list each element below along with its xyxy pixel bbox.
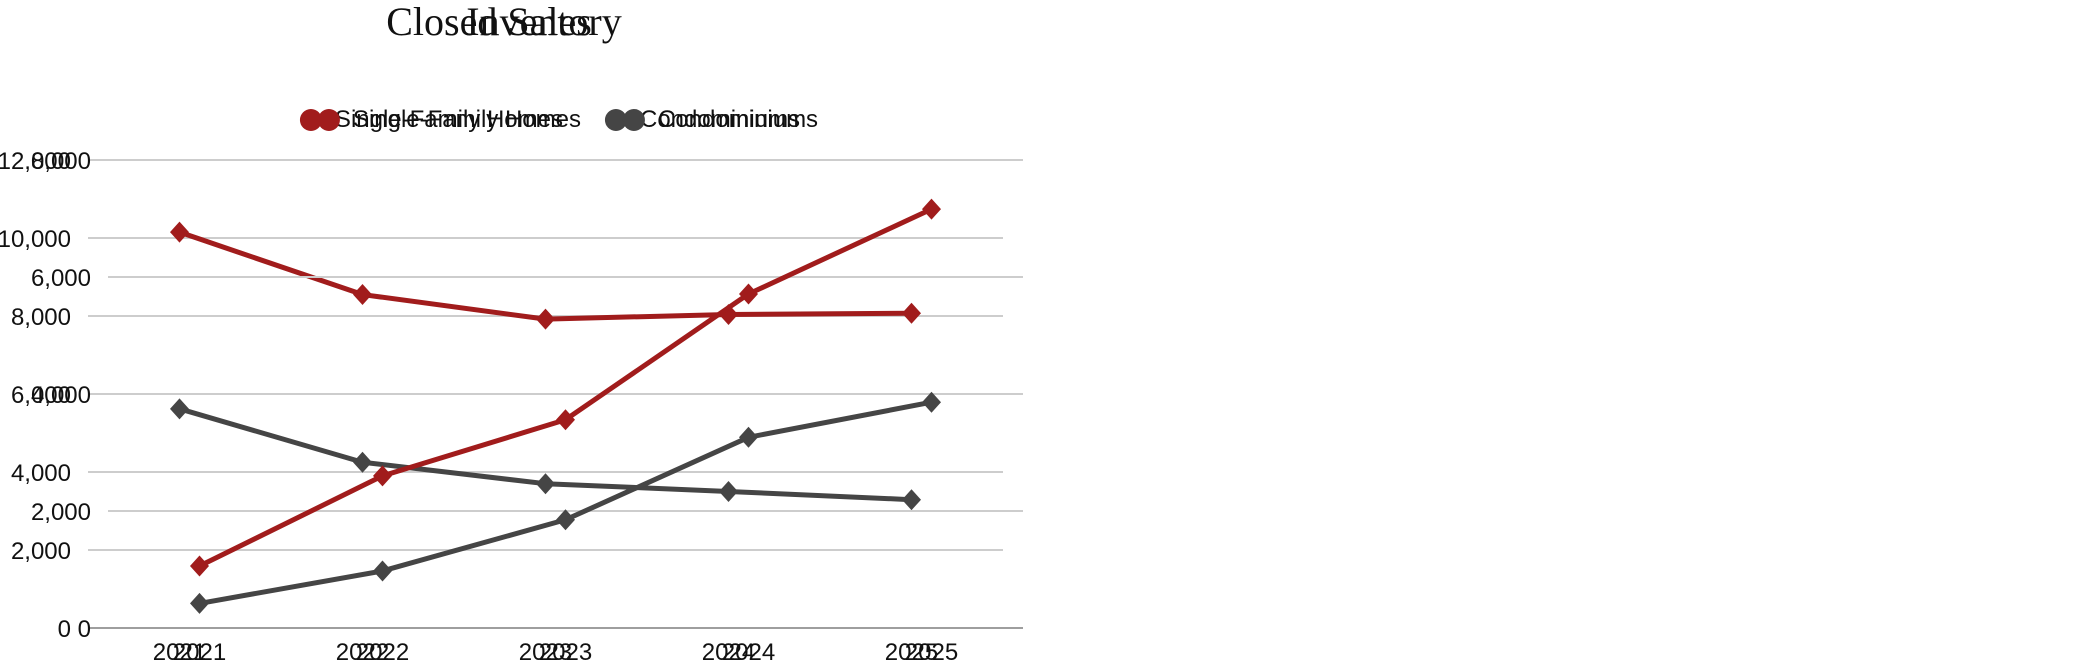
data-point-diamond-icon xyxy=(902,489,921,511)
legend-circle-icon xyxy=(622,109,645,131)
y-tick-label: 8,000 xyxy=(11,304,71,331)
data-point-diamond-icon xyxy=(922,391,941,413)
data-point-diamond-icon xyxy=(556,509,575,531)
series-line-condominiums xyxy=(197,399,934,606)
data-point-diamond-icon xyxy=(353,451,372,473)
data-point-diamond-icon xyxy=(170,221,189,243)
y-tick-label: 4,000 xyxy=(11,460,71,487)
data-point-diamond-icon xyxy=(373,560,392,582)
y-tick-label: 0 xyxy=(78,616,91,643)
data-point-diamond-icon xyxy=(902,302,921,324)
y-tick-label: 2,000 xyxy=(11,538,71,565)
legend-circle-icon xyxy=(317,109,340,131)
legend-label: Condominiums xyxy=(639,106,801,133)
legend-item-condominiums: Condominiums xyxy=(622,106,819,134)
x-tick-label: 2024 xyxy=(702,639,755,664)
y-tick-label: 10,000 xyxy=(0,226,71,253)
x-tick-label: 2025 xyxy=(885,639,938,664)
x-tick-label: 2023 xyxy=(519,639,572,664)
x-tick-label: 2021 xyxy=(173,639,226,664)
x-tick-label: 2022 xyxy=(336,639,389,664)
x-tick-label: 2025 xyxy=(905,639,958,664)
x-tick-label: 2021 xyxy=(153,639,206,664)
y-tick-label: 4,000 xyxy=(31,382,91,409)
data-point-diamond-icon xyxy=(739,283,758,305)
legend-label: Single-Family Homes xyxy=(334,106,563,133)
data-point-diamond-icon xyxy=(922,198,941,220)
legend-circle-icon xyxy=(604,109,627,131)
data-point-diamond-icon xyxy=(373,465,392,487)
data-point-diamond-icon xyxy=(190,592,209,614)
chart-legend: Single-Family Homes Condominiums xyxy=(299,106,801,134)
legend-label: Single-Family Homes xyxy=(352,106,581,133)
y-tick-label: 6,000 xyxy=(11,382,71,409)
x-tick-label: 2023 xyxy=(539,639,592,664)
legend-item-single-family-homes: Single-Family Homes xyxy=(317,106,581,134)
x-tick-label: 2024 xyxy=(722,639,775,664)
data-point-diamond-icon xyxy=(556,409,575,431)
data-point-diamond-icon xyxy=(353,284,372,306)
data-point-diamond-icon xyxy=(190,555,209,577)
x-tick-label: 2022 xyxy=(356,639,409,664)
legend-item-condominiums: Condominiums xyxy=(604,106,801,134)
data-point-diamond-icon xyxy=(170,398,189,420)
data-point-diamond-icon xyxy=(536,308,555,330)
y-tick-label: 6,000 xyxy=(31,265,91,292)
data-point-diamond-icon xyxy=(719,481,738,502)
chart-legend: Single-Family Homes Condominiums xyxy=(317,106,819,134)
data-point-diamond-icon xyxy=(536,473,555,495)
y-tick-label: 8,000 xyxy=(31,148,91,175)
data-point-diamond-icon xyxy=(739,426,758,448)
chart-title-inventory: Inventory xyxy=(466,0,622,44)
legend-circle-icon xyxy=(299,109,322,131)
y-tick-label: 2,000 xyxy=(31,499,91,526)
y-tick-label: 0 xyxy=(58,616,71,643)
chart-title-closed-sales: Closed Sales xyxy=(386,0,592,44)
legend-item-single-family-homes: Single-Family Homes xyxy=(299,106,563,134)
chart-inventory: Inventory Single-Family Homes Condominium… xyxy=(31,0,1023,664)
legend-label: Condominiums xyxy=(657,106,819,133)
y-tick-label: 12,000 xyxy=(0,148,71,175)
